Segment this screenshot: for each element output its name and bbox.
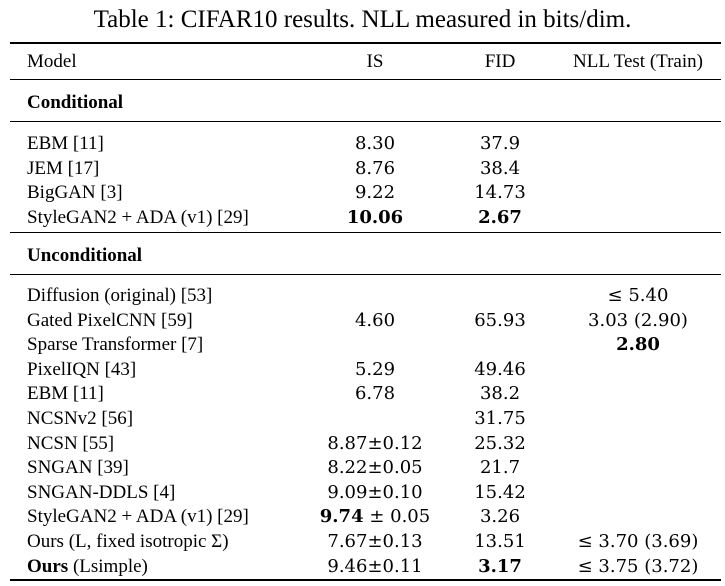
cell-is: 9.22 bbox=[354, 182, 396, 203]
cell-nll: ≤ 3.75 (3.72) bbox=[577, 555, 699, 577]
table-row: BigGAN [3] 9.22 14.73 bbox=[0, 180, 725, 205]
cell-model: Diffusion (original) [53] bbox=[27, 285, 213, 306]
cell-fid: 37.9 bbox=[479, 133, 521, 154]
cell-is: 7.67±0.13 bbox=[327, 531, 423, 552]
cell-fid: 14.73 bbox=[474, 182, 526, 203]
cell-fid: 38.2 bbox=[479, 383, 521, 405]
cell-is: 8.76 bbox=[354, 157, 396, 179]
table-row: Ours (L, fixed isotropic Σ) 7.67±0.13 13.5… bbox=[0, 529, 725, 554]
cell-model: BigGAN [3] bbox=[27, 182, 123, 203]
header-row: Model IS FID NLL Test (Train) bbox=[0, 49, 725, 74]
top-rule bbox=[10, 42, 721, 44]
table-row: SNGAN-DDLS [4] 9.09±0.10 15.42 bbox=[0, 480, 725, 505]
header-fid: FID bbox=[484, 51, 516, 72]
header-model: Model bbox=[27, 51, 77, 72]
section-label: Unconditional bbox=[27, 245, 143, 266]
cell-model: PixelIQN [43] bbox=[27, 358, 137, 380]
cell-fid: 38.4 bbox=[479, 157, 521, 179]
cell-model: StyleGAN2 + ADA (v1) [29] bbox=[27, 206, 249, 228]
cell-model: Sparse Transformer [7] bbox=[27, 334, 204, 356]
table-row: StyleGAN2 + ADA (v1) [29] 10.06 2.67 bbox=[0, 205, 725, 230]
cell-nll: 3.03 (2.90) bbox=[588, 309, 688, 331]
table-row: JEM [17] 8.76 38.4 bbox=[0, 156, 725, 181]
table-row: NCSNv2 [56] 31.75 bbox=[0, 406, 725, 431]
cell-is: 9.74 ± 0.05 bbox=[319, 506, 431, 528]
table-caption: Table 1: CIFAR10 results. NLL measured i… bbox=[93, 6, 632, 33]
cell-is: 6.78 bbox=[354, 383, 396, 405]
cell-model: JEM [17] bbox=[27, 157, 100, 179]
mid-rule bbox=[10, 232, 721, 233]
table-row: SNGAN [39] 8.22±0.05 21.7 bbox=[0, 455, 725, 480]
cell-fid: 3.26 bbox=[479, 506, 521, 528]
cell-is: 9.09±0.10 bbox=[327, 481, 423, 503]
cell-is: 10.06 bbox=[346, 206, 404, 228]
cell-fid: 15.42 bbox=[474, 481, 526, 503]
cell-nll: 2.80 bbox=[616, 334, 660, 356]
cell-fid: 31.75 bbox=[474, 408, 526, 429]
table-row: EBM [11] 8.30 37.9 bbox=[0, 131, 725, 156]
cell-is: 8.87±0.12 bbox=[327, 432, 423, 454]
header-rule bbox=[10, 79, 721, 80]
table-row: PixelIQN [43] 5.29 49.46 bbox=[0, 357, 725, 382]
conditional-rule bbox=[10, 121, 721, 122]
cell-model: SNGAN [39] bbox=[27, 457, 129, 479]
cell-model: Gated PixelCNN [59] bbox=[27, 309, 193, 331]
cell-fid: 3.17 bbox=[478, 555, 522, 577]
table-row: EBM [11] 6.78 38.2 bbox=[0, 381, 725, 406]
cell-model: StyleGAN2 + ADA (v1) [29] bbox=[27, 506, 249, 528]
table-row: Gated PixelCNN [59] 4.60 65.93 3.03 (2.90) bbox=[0, 308, 725, 333]
cell-is: 5.29 bbox=[354, 358, 396, 380]
cell-nll: ≤ 5.40 bbox=[607, 285, 669, 306]
cell-fid: 21.7 bbox=[479, 457, 521, 479]
cell-fid: 25.32 bbox=[474, 432, 526, 454]
table-row: Sparse Transformer [7] 2.80 bbox=[0, 332, 725, 357]
unconditional-rule bbox=[10, 274, 721, 275]
cell-model: Ours (L, fixed isotropic Σ) bbox=[27, 531, 229, 552]
cell-fid: 65.93 bbox=[474, 309, 526, 331]
bottom-rule bbox=[10, 579, 721, 581]
table-row: StyleGAN2 + ADA (v1) [29] 9.74 ± 0.05 3.26 bbox=[0, 504, 725, 529]
header-nll: NLL Test (Train) bbox=[573, 51, 703, 72]
cell-fid: 2.67 bbox=[478, 206, 522, 228]
table-row: Diffusion (original) [53] ≤ 5.40 bbox=[0, 283, 725, 308]
section-unconditional: Unconditional bbox=[0, 243, 725, 268]
cell-model: NCSN [55] bbox=[27, 432, 115, 454]
cell-model: NCSNv2 [56] bbox=[27, 408, 134, 429]
cell-is: 8.30 bbox=[354, 133, 396, 154]
table-row: NCSN [55] 8.87±0.12 25.32 bbox=[0, 431, 725, 456]
cell-model: EBM [11] bbox=[27, 383, 104, 405]
table-row: Ours (Lsimple) 9.46±0.11 3.17 ≤ 3.75 (3.72) bbox=[0, 554, 725, 579]
cell-is: 8.22±0.05 bbox=[327, 457, 423, 479]
cell-fid: 13.51 bbox=[474, 531, 526, 552]
cell-model: Ours (Lsimple) bbox=[27, 555, 148, 577]
header-is: IS bbox=[366, 51, 384, 72]
cell-nll: ≤ 3.70 (3.69) bbox=[577, 531, 699, 552]
cell-model: EBM [11] bbox=[27, 133, 104, 154]
cell-model: SNGAN-DDLS [4] bbox=[27, 481, 176, 503]
section-conditional: Conditional bbox=[0, 90, 725, 115]
cell-is: 4.60 bbox=[354, 309, 396, 331]
cell-fid: 49.46 bbox=[474, 358, 526, 380]
section-label: Conditional bbox=[27, 92, 124, 113]
cell-is: 9.46±0.11 bbox=[327, 555, 423, 577]
